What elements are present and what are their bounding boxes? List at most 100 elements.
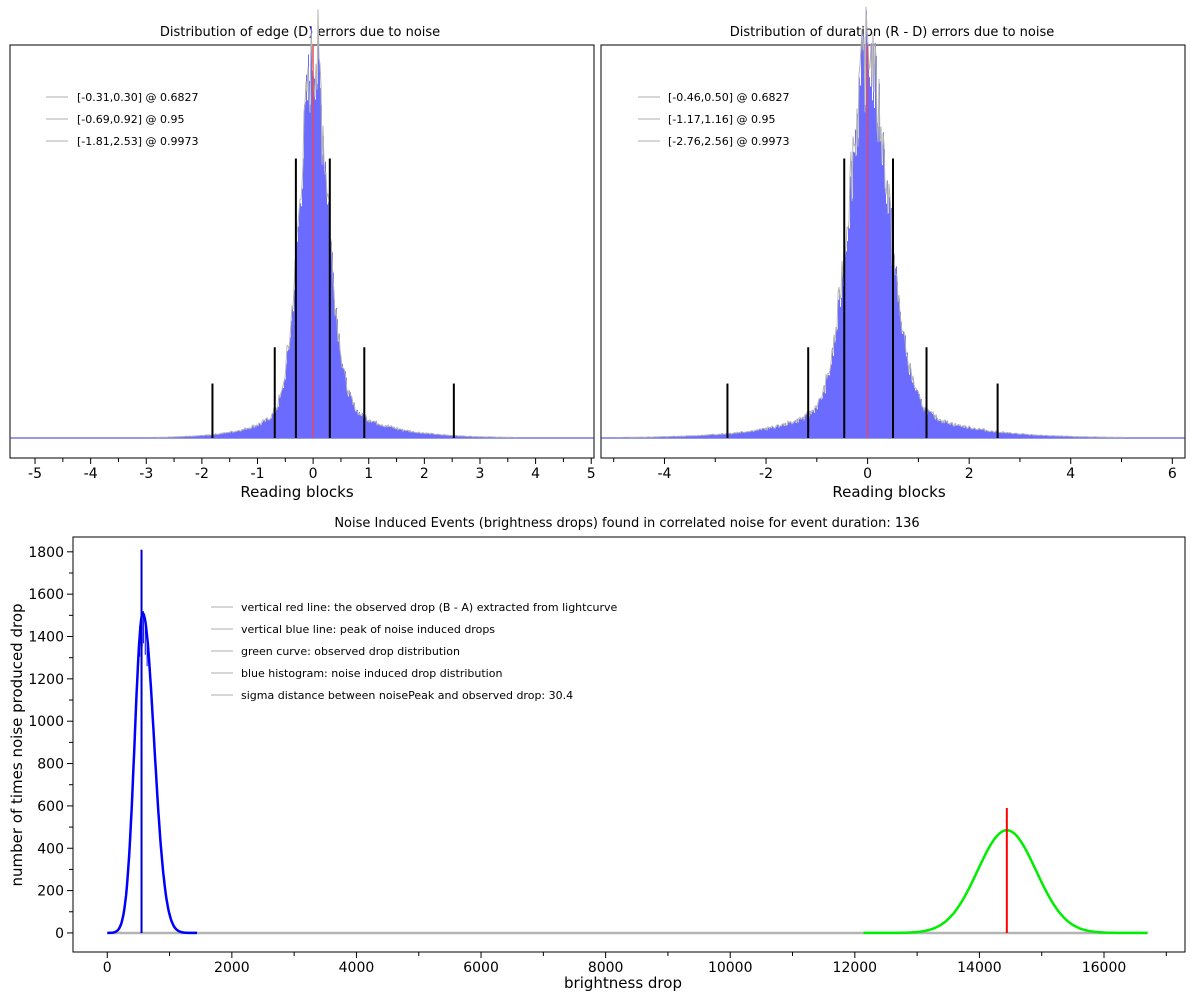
histogram-bar: [904, 335, 905, 438]
x-tick-label: 8000: [588, 960, 624, 976]
histogram-bar: [1054, 435, 1055, 438]
histogram-bar: [900, 311, 901, 438]
x-tick-label: 10000: [708, 960, 753, 976]
histogram-bar: [786, 425, 787, 438]
histogram-bar: [790, 422, 791, 438]
histogram-bar: [303, 158, 304, 439]
histogram-bar: [307, 100, 308, 439]
histogram-bar: [829, 375, 830, 438]
histogram-bar: [181, 436, 182, 438]
histogram-bar: [679, 436, 680, 438]
histogram-bar: [476, 436, 477, 438]
histogram-bar: [1093, 436, 1094, 438]
histogram-bar: [202, 435, 203, 438]
histogram-bar: [286, 363, 287, 438]
legend-label: vertical blue line: peak of noise induce…: [241, 623, 495, 636]
histogram-bar: [656, 437, 657, 438]
histogram-bar: [713, 434, 714, 438]
histogram-bar: [429, 433, 430, 438]
histogram-bar: [647, 437, 648, 438]
histogram-bar: [333, 272, 334, 438]
histogram-bar: [176, 436, 177, 438]
histogram-bar: [277, 407, 278, 438]
histogram-bar: [434, 434, 435, 438]
histogram-bar: [1035, 435, 1036, 438]
histogram-bar: [668, 436, 669, 438]
x-tick-label: 0: [103, 960, 112, 976]
histogram-bar: [174, 436, 175, 438]
histogram-bar: [261, 424, 262, 438]
histogram-bar: [183, 436, 184, 438]
histogram-bar: [863, 34, 864, 439]
histogram-bar: [228, 433, 229, 438]
histogram-bar: [723, 433, 724, 438]
histogram-bar: [1018, 433, 1019, 438]
histogram-bar: [415, 432, 416, 438]
histogram-bar: [699, 435, 700, 438]
histogram-bar: [935, 419, 936, 438]
histogram-bar: [184, 436, 185, 438]
histogram-bar: [960, 424, 961, 438]
histogram-bar: [450, 435, 451, 438]
histogram-bar: [198, 435, 199, 438]
histogram-bar: [918, 393, 919, 438]
histogram-bar: [959, 425, 960, 438]
histogram-bar: [291, 320, 292, 438]
histogram-bar: [421, 433, 422, 438]
histogram-bar: [358, 414, 359, 438]
chart-title: Distribution of duration (R - D) errors …: [730, 25, 1055, 40]
histogram-bar: [267, 418, 268, 438]
histogram-bar: [1071, 436, 1072, 438]
histogram-bar: [942, 422, 943, 438]
histogram-bar: [716, 434, 717, 438]
histogram-bar: [342, 363, 343, 438]
histogram-bar: [810, 411, 811, 438]
histogram-bar: [1062, 435, 1063, 438]
histogram-bar: [1014, 433, 1015, 438]
histogram-bar: [873, 43, 874, 439]
histogram-bar: [732, 433, 733, 438]
histogram-bar: [1039, 435, 1040, 438]
histogram-bar: [992, 430, 993, 438]
histogram-bar: [241, 430, 242, 438]
histogram-bar: [1008, 432, 1009, 438]
histogram-bar: [692, 435, 693, 438]
legend-entry: [-0.31,0.30] @ 0.6827: [46, 91, 199, 104]
histogram-bar: [842, 267, 843, 438]
histogram-bar: [847, 241, 848, 438]
legend-label: [-1.81,2.53] @ 0.9973: [77, 135, 199, 148]
histogram-bar: [1087, 436, 1088, 438]
histogram-bar: [276, 409, 277, 438]
histogram-bar: [1057, 435, 1058, 438]
histogram-bar: [462, 435, 463, 438]
histogram-bar: [402, 429, 403, 438]
histogram-bar: [427, 433, 428, 438]
histogram-bar: [280, 396, 281, 438]
histogram-bar: [966, 426, 967, 438]
histogram-bar: [982, 429, 983, 438]
histogram-bar: [1053, 435, 1054, 438]
histogram-bar: [993, 431, 994, 438]
histogram-bar: [809, 416, 810, 438]
histogram-bar: [341, 361, 342, 438]
histogram-bar: [895, 268, 896, 438]
histogram-bar: [264, 419, 265, 438]
legend-label: blue histogram: noise induced drop distr…: [241, 667, 502, 680]
histogram-bar: [862, 40, 863, 439]
histogram-bar: [749, 431, 750, 438]
histogram-bar: [179, 436, 180, 438]
histogram-bar: [368, 420, 369, 438]
histogram-bar: [781, 426, 782, 438]
histogram-bar: [659, 436, 660, 438]
histogram-bar: [480, 436, 481, 438]
histogram-bar: [231, 431, 232, 438]
histogram-bar: [252, 426, 253, 438]
histogram-bar: [965, 425, 966, 438]
histogram-bar: [777, 425, 778, 438]
histogram-bar: [757, 429, 758, 438]
histogram-bar: [433, 433, 434, 438]
histogram-bar: [189, 436, 190, 438]
histogram-bar: [311, 26, 312, 438]
confidence-markers: [211, 158, 455, 438]
histogram-bar: [259, 423, 260, 438]
